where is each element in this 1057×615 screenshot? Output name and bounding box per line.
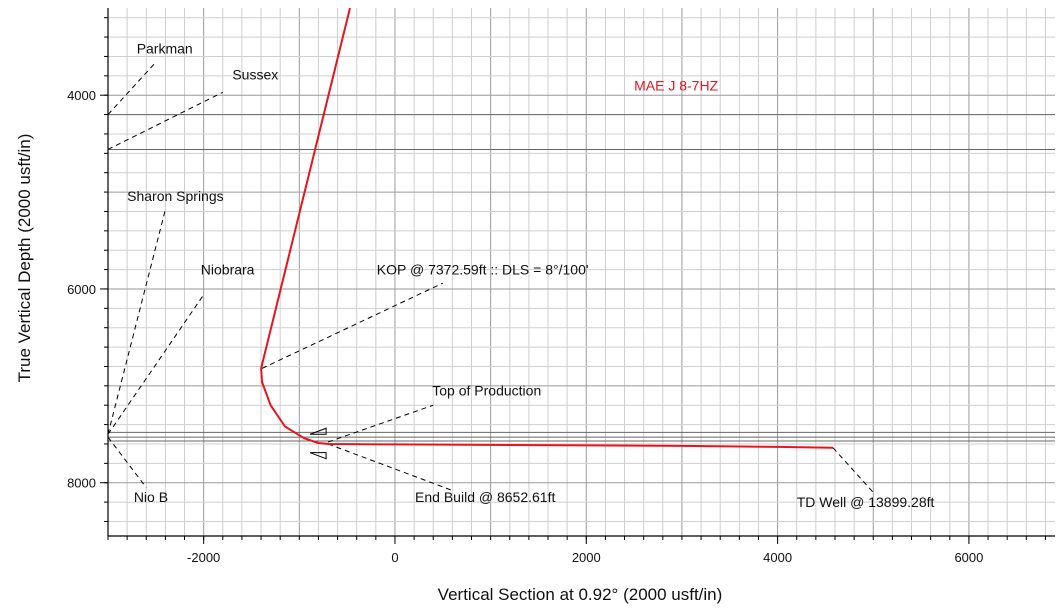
formation-label: Sussex (232, 67, 278, 83)
well-path-line (260, 7, 834, 449)
annotation-leader (327, 443, 453, 491)
formation-label: Sharon Springs (127, 188, 224, 204)
annotation-label: KOP @ 7372.59ft :: DLS = 8°/100' (377, 261, 589, 277)
formation-lines (108, 114, 1055, 442)
labels: Parkman Sussex Sharon Springs Niobrara Nio B… (127, 41, 934, 510)
x-tick-label: -2000 (187, 550, 220, 565)
annotation-leader (327, 404, 434, 443)
annotation-label: TD Well @ 13899.28ft (797, 494, 935, 510)
x-tick-label: 4000 (763, 550, 792, 565)
annotation-leader (832, 447, 874, 493)
annotation-label: Top of Production (432, 383, 541, 399)
formation-leader (107, 436, 147, 488)
annotation-label: End Build @ 8652.61ft (415, 489, 555, 505)
formation-leader (107, 61, 157, 115)
series-layer (260, 7, 834, 460)
formation-leader (107, 294, 205, 435)
formation-label: Nio B (134, 489, 168, 505)
series-label: MAE J 8-7HZ (634, 77, 718, 93)
y-tick-label: 6000 (67, 282, 96, 297)
x-tick-label: 2000 (572, 550, 601, 565)
annotation-leader (261, 282, 444, 369)
x-tick-label: 6000 (954, 550, 983, 565)
annotation-leaders (107, 61, 874, 493)
formation-leader (107, 91, 224, 150)
y-tick-label: 8000 (67, 476, 96, 491)
formation-label: Parkman (137, 41, 193, 57)
x-tick-label: 0 (391, 550, 398, 565)
y-tick-label: 4000 (67, 88, 96, 103)
casing-marker (309, 452, 327, 460)
casing-marker (309, 427, 327, 435)
formation-leader (107, 209, 166, 435)
y-axis-label: True Vertical Depth (2000 usft/in) (15, 134, 34, 383)
x-axis-label: Vertical Section at 0.92° (2000 usft/in) (438, 585, 723, 604)
axes: -2000 0 2000 4000 6000 4000 6000 8000 (67, 8, 1055, 565)
formation-label: Niobrara (201, 261, 255, 277)
